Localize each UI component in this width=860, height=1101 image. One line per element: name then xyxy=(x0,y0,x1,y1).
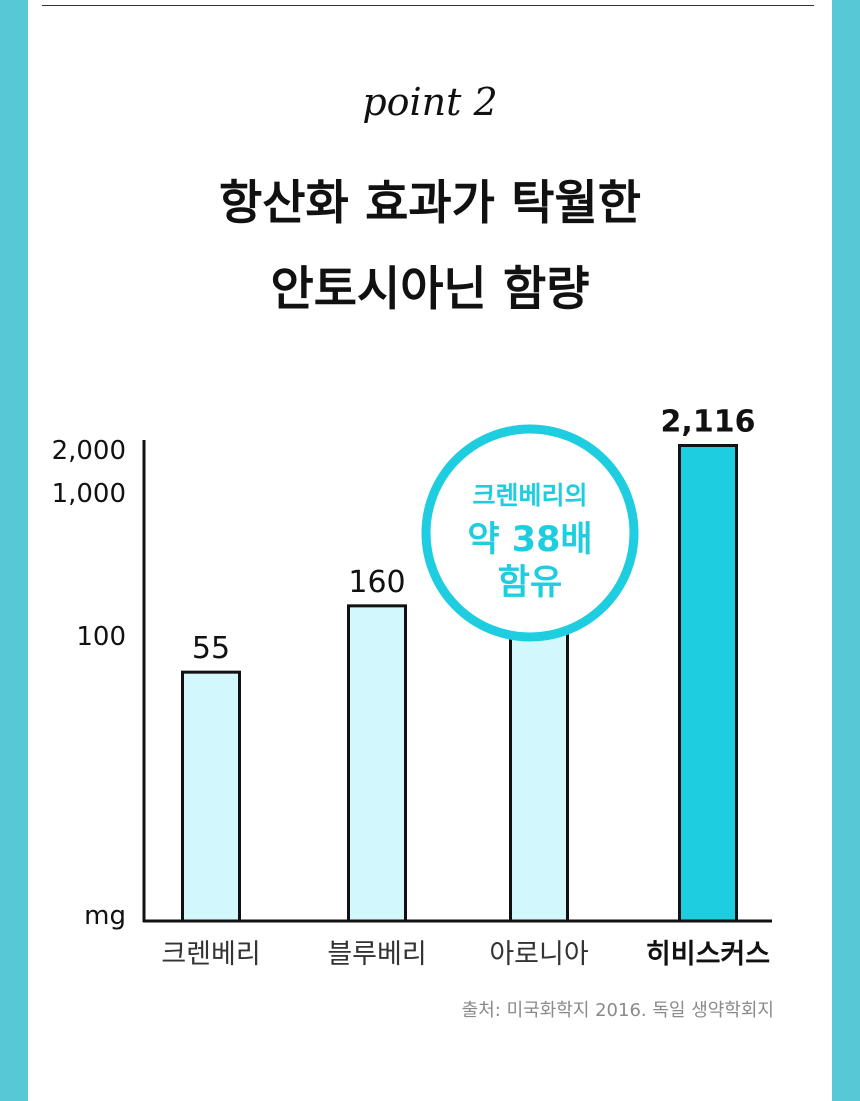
y-axis-unit: mg xyxy=(84,901,126,931)
y-tick-label: 100 xyxy=(76,622,126,652)
x-category-label: 크렌베리 xyxy=(161,939,260,970)
bar-value-label: 55 xyxy=(192,631,230,666)
x-category-label: 히비스커스 xyxy=(646,939,770,970)
bar-1 xyxy=(181,670,241,923)
annotation-line-3: 함유 xyxy=(498,563,562,603)
x-category-label: 블루베리 xyxy=(327,939,426,970)
left-border xyxy=(0,0,28,1101)
y-tick-label: 2,000 xyxy=(52,436,126,466)
annotation-line-2: 약 38배 xyxy=(467,520,592,560)
annotation-badge xyxy=(421,424,639,642)
title-line-1: 항산화 효과가 탁월한 xyxy=(219,176,641,231)
right-border xyxy=(832,0,860,1101)
top-divider xyxy=(42,5,814,6)
point-label: point 2 xyxy=(362,80,498,124)
x-category-label: 아로니아 xyxy=(489,939,589,970)
title-line-2: 안토시아닌 함량 xyxy=(270,262,590,317)
annotation-line-1: 크렌베리의 xyxy=(472,481,587,510)
bar-value-label: 2,116 xyxy=(661,404,756,439)
bar-4 xyxy=(678,443,738,923)
source-note: 출처: 미국화학지 2016. 독일 생약학회지 xyxy=(461,1000,774,1021)
bar-2 xyxy=(347,604,407,923)
bar-value-label: 160 xyxy=(348,565,405,600)
y-tick-label: 1,000 xyxy=(52,479,126,509)
